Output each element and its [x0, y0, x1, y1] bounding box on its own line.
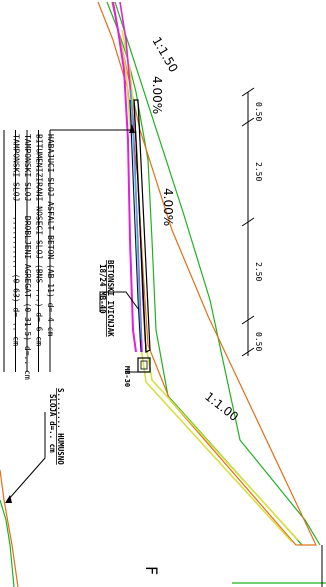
legend-row-2: BITUMENIZIRANI NOSECI SLOJ (BNS ...) d= … — [35, 134, 44, 346]
sheet-edge-letter: F — [142, 566, 161, 575]
dim-label-4: 0.50 — [254, 332, 263, 351]
curb-block — [137, 357, 151, 373]
curb-label-line-1: BETONSKI IVICNJAK — [106, 260, 115, 337]
legend-leader-line — [50, 126, 133, 131]
navy-pavement-line-2 — [129, 99, 142, 353]
curb-code: MB-30 — [123, 366, 131, 387]
curb-label-line-2: 18/24 MB-40 — [98, 264, 107, 314]
curb-label: BETONSKI IVICNJAK 18/24 MB-40 — [98, 260, 115, 337]
dimension-line: 0.50 2.50 2.50 0.50 — [241, 87, 263, 357]
humus-leader-arrow — [5, 495, 12, 503]
green-terrain-line — [106, 1, 303, 546]
curb-leader-line — [99, 291, 140, 312]
dim-label-3: 2.50 — [254, 262, 263, 281]
legend-row-3: TAMPONSKI SLOJ - DROBLJENI AGREGAT (0-31… — [23, 134, 32, 380]
green-terrain-line-left — [0, 499, 15, 587]
legend-row-1: HABAJUCI SLOJ ASFALT BETON (AB 11) d= 4 … — [46, 134, 55, 336]
slope-ratio-lower: 1:1.00 — [202, 389, 241, 424]
legend-leader-arrow — [129, 124, 135, 133]
green-terrain-line-right — [114, 1, 321, 546]
legend-row-4: TAMPONSKI SLOJ - ........... (0-63) d= .… — [12, 134, 21, 346]
magenta-layer-line — [112, 1, 137, 353]
slope-percent-mid: 4.00% — [161, 188, 175, 226]
humus-label-line-1: S........ HUMUSNO — [56, 388, 65, 465]
cyan-layer-line — [130, 89, 142, 341]
curb-block-inner — [140, 360, 148, 370]
pavement-outline — [133, 99, 151, 353]
dim-label-2: 2.50 — [254, 162, 263, 181]
humus-label-line-2: SLOJA d=.. cm — [48, 394, 57, 453]
slope-ratio-top: 1:1.50 — [149, 35, 180, 75]
dim-label-1: 0.50 — [254, 102, 263, 121]
humus-label: S........ HUMUSNO SLOJA d=.. cm — [48, 388, 65, 465]
humus-leader-line — [7, 412, 46, 501]
slope-percent-top: 4.00% — [150, 76, 164, 114]
layer-legend: HABAJUCI SLOJ ASFALT BETON (AB 11) d= 4 … — [12, 134, 56, 380]
orange-terrain-line-left — [0, 469, 19, 587]
